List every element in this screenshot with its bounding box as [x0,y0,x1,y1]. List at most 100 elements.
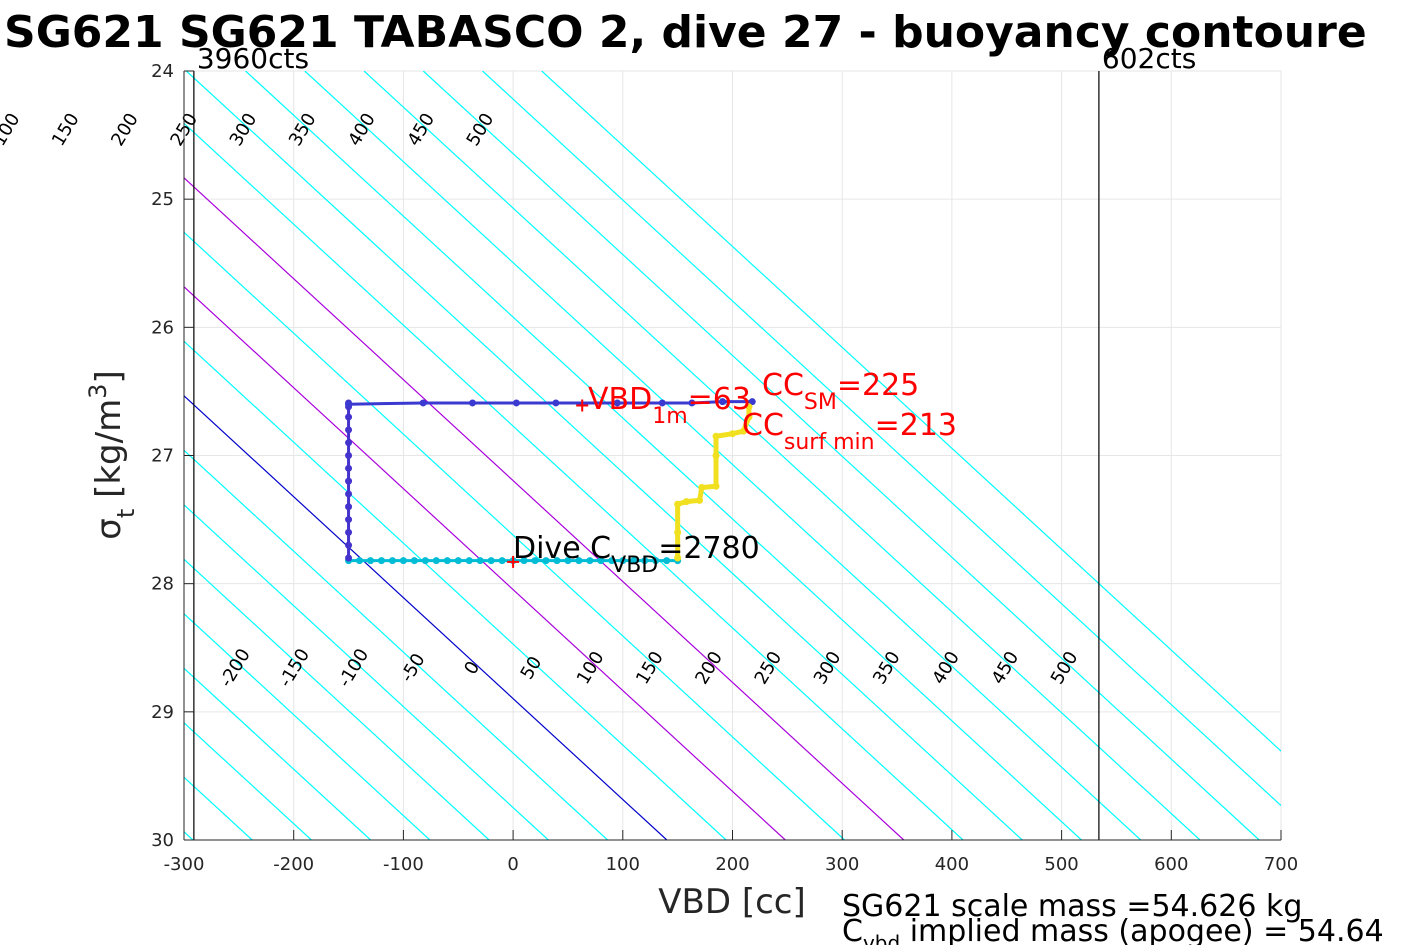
contour-line [184,395,668,840]
data-point [520,557,528,565]
data-point [469,399,477,407]
data-point [712,452,720,459]
contour-line [422,71,1260,840]
data-point [345,516,353,524]
contour-label: 400 [344,110,380,150]
contour-label: 300 [226,110,262,150]
x-tick-label: 200 [715,854,749,875]
data-point [345,400,353,408]
vbd-limit-label: 3960cts [197,42,309,75]
data-point [345,413,353,421]
data-point [345,528,353,536]
contour-label: -100 [334,645,373,691]
data-point [476,557,484,565]
contour-label: 300 [810,648,846,688]
contour-line [304,71,1142,840]
data-point [663,557,671,565]
contour-line [184,122,964,840]
markers [507,399,589,568]
x-tick-label: -300 [164,854,205,875]
data-point [745,403,753,411]
data-point [597,557,605,565]
data-point [410,557,418,565]
data-point [652,557,660,565]
data-point [712,482,720,490]
contour-line [184,612,431,840]
contour-line [541,71,1281,752]
data-point [552,399,560,407]
buoyancy-contours [184,71,1281,840]
contour-label: 500 [1047,648,1083,688]
data-point [443,557,451,565]
data-point [345,426,353,434]
contour-line [184,177,905,840]
data-point [399,557,407,565]
contour-label: 200 [107,110,143,150]
contour-label: 400 [928,648,964,688]
data-point [619,557,627,565]
data-point [421,557,429,565]
y-label-sub: t [112,509,140,518]
data-point [345,503,353,511]
data-point [454,557,462,565]
data-point [564,557,572,565]
y-axis-label: σt [kg/m3] [84,370,140,539]
x-tick-label: 600 [1154,854,1188,875]
data-point [432,557,440,565]
contour-line [363,71,1201,840]
y-tick-label: 29 [151,702,174,723]
y-tick-label: 30 [151,830,174,851]
contour-label: 350 [285,110,321,150]
contour-label: 150 [48,110,84,150]
data-point [419,399,427,407]
y-label-close: ] [89,370,129,383]
data-point [345,439,353,447]
x-tick-label: -200 [273,854,314,875]
x-tick-label: -100 [383,854,424,875]
data-point [345,490,353,498]
data-point [674,500,682,508]
series-line-climb [348,400,753,406]
contour-label: 500 [463,110,499,150]
data-point [487,557,495,565]
vbd-limit-label: 602cts [1102,42,1196,75]
contour-label: 250 [751,648,787,688]
chart-title: SG621 SG621 TABASCO 2, dive 27 - buoyanc… [4,7,1367,58]
contour-line [184,286,786,840]
contour-label: 450 [988,648,1024,688]
data-point [542,557,550,565]
vbd-1m-annotation: VBD1m=63 [588,382,751,429]
footer-scale-mass: SG621 scale mass =54.626 kg [842,889,1302,924]
data-point [356,557,364,565]
contour-line [185,71,1023,840]
y-tick-label: 24 [151,61,174,82]
data-point [674,528,682,536]
y-tick-label: 27 [151,446,174,467]
contour-line [184,667,372,840]
y-tick-label: 26 [151,317,174,338]
data-point [586,557,594,565]
data-point [465,557,473,565]
data-point [553,557,561,565]
x-tick-label: 100 [606,854,640,875]
data-point [345,541,353,549]
contour-label: 450 [403,110,439,150]
contour-label: -50 [396,650,429,686]
dive-cvbd-annotation: Dive CVBD=2780 [513,531,760,578]
x-tick-label: 400 [935,854,969,875]
data-point [613,399,621,407]
data-point [498,557,506,565]
data-point [745,413,753,421]
contour-line [245,71,1082,840]
contour-label: 100 [573,648,609,688]
contour-label: -150 [275,645,314,691]
x-axis-label: VBD [cc] [658,882,806,922]
data-point [630,557,638,565]
data-point [345,452,353,459]
data-point [366,557,374,565]
cc-sm-annotation: CCSM=225 [762,368,919,415]
data-point [641,557,649,565]
data-point [739,427,747,435]
cc-surf-min-annotation: CCsurf min=213 [742,408,957,455]
